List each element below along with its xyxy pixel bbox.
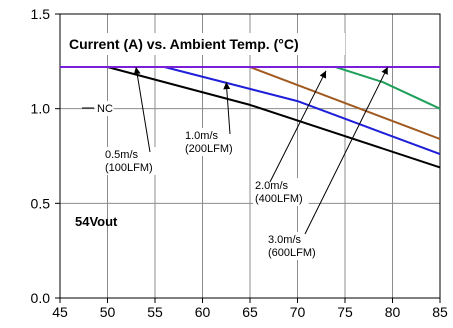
- annotation-3: 1.0m/s(200LFM): [183, 82, 239, 156]
- x-tick-label-85: 85: [432, 304, 448, 320]
- y-axis-tick-labels: 0.0 0.5 1.0 1.5: [31, 6, 51, 306]
- curve-annotations: NC0.5m/s(100LFM)1.0m/s(200LFM)2.0m/s(400…: [82, 66, 389, 260]
- annotation-arrowhead: [133, 67, 141, 75]
- x-tick-label-50: 50: [100, 304, 116, 320]
- annotation-background: [95, 101, 114, 116]
- annotation-leader-line: [269, 70, 327, 183]
- annotation-text-line: (600LFM): [268, 247, 316, 259]
- annotation-background: [103, 147, 159, 175]
- annotation-background: [183, 128, 239, 156]
- series-lines: [60, 66, 441, 169]
- x-axis-tick-labels: 45 50 55 60 65 70 75 80 85: [52, 304, 448, 320]
- x-tick-label-60: 60: [195, 304, 211, 320]
- x-tick-label-70: 70: [290, 304, 306, 320]
- annotation-background: [253, 178, 309, 206]
- annotation-text-line: NC: [97, 103, 113, 115]
- annotation-background: [266, 232, 322, 260]
- y-tick-label-1.0: 1.0: [31, 101, 51, 117]
- annotation-text-line: 2.0m/s: [255, 180, 289, 192]
- annotation-text-line: (400LFM): [255, 193, 303, 205]
- annotation-leader-line: [135, 66, 151, 153]
- annotation-4: 2.0m/s(400LFM): [253, 70, 327, 206]
- axis-tick-marks: [55, 13, 441, 303]
- annotation-arrowhead: [223, 82, 231, 90]
- annotation-text-line: 3.0m/s: [268, 234, 302, 246]
- annotation-text-line: 1.0m/s: [185, 130, 219, 142]
- y-tick-label-0.0: 0.0: [31, 290, 51, 306]
- annotation-2: 0.5m/s(100LFM): [103, 66, 159, 175]
- annotation-arrowhead: [381, 67, 388, 75]
- annotation-text-line: (200LFM): [185, 143, 233, 155]
- x-tick-label-45: 45: [52, 304, 68, 320]
- y-tick-label-1.5: 1.5: [31, 6, 51, 22]
- x-tick-label-65: 65: [242, 304, 258, 320]
- x-tick-label-55: 55: [147, 304, 163, 320]
- chart-title-background: [65, 33, 345, 55]
- annotation-text-line: 0.5m/s: [105, 149, 139, 161]
- annotation-text-line: (100LFM): [105, 162, 153, 174]
- x-tick-label-80: 80: [385, 304, 401, 320]
- annotation-arrowhead: [319, 70, 326, 79]
- y-tick-label-0.5: 0.5: [31, 195, 51, 211]
- annotation-leader-line: [225, 82, 231, 135]
- annotation-leader-line: [304, 66, 389, 235]
- chart-title: Current (A) vs. Ambient Temp. (°C): [69, 36, 299, 52]
- chart-subtitle-54vout: 54Vout: [75, 214, 118, 229]
- x-tick-label-75: 75: [337, 304, 353, 320]
- chart-title-box: Current (A) vs. Ambient Temp. (°C): [65, 33, 345, 55]
- annotation-1: NC: [82, 101, 114, 116]
- annotation-5: 3.0m/s(600LFM): [266, 66, 389, 260]
